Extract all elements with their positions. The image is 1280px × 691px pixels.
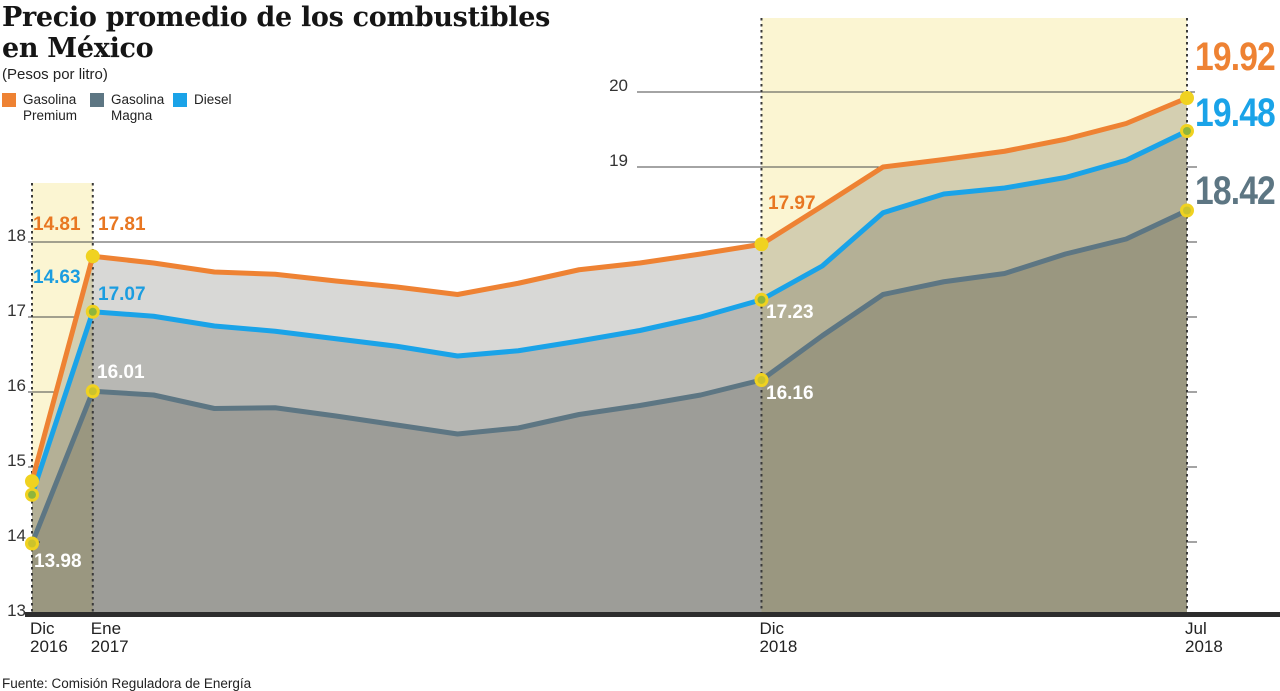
- legend-swatch-diesel-icon: [173, 93, 187, 107]
- page-title: Precio promedio de los combustibles en Mé…: [2, 2, 551, 64]
- legend-label-premium: Gasolina Premium: [23, 92, 78, 123]
- source-note: Fuente: Comisión Reguladora de Energía: [2, 676, 252, 691]
- legend-item-gasolina-premium: Gasolina Premium: [2, 92, 77, 124]
- legend-label-diesel: Diesel: [194, 92, 232, 107]
- legend: Gasolina Premium Gasolina Magna Diesel: [2, 92, 302, 126]
- legend-item-diesel: Diesel: [173, 92, 232, 108]
- legend-swatch-magna-icon: [90, 93, 104, 107]
- legend-item-gasolina-magna: Gasolina Magna: [90, 92, 164, 124]
- legend-swatch-premium-icon: [2, 93, 16, 107]
- legend-label-magna: Gasolina Magna: [111, 92, 165, 123]
- chart-subtitle: (Pesos por litro): [2, 66, 108, 83]
